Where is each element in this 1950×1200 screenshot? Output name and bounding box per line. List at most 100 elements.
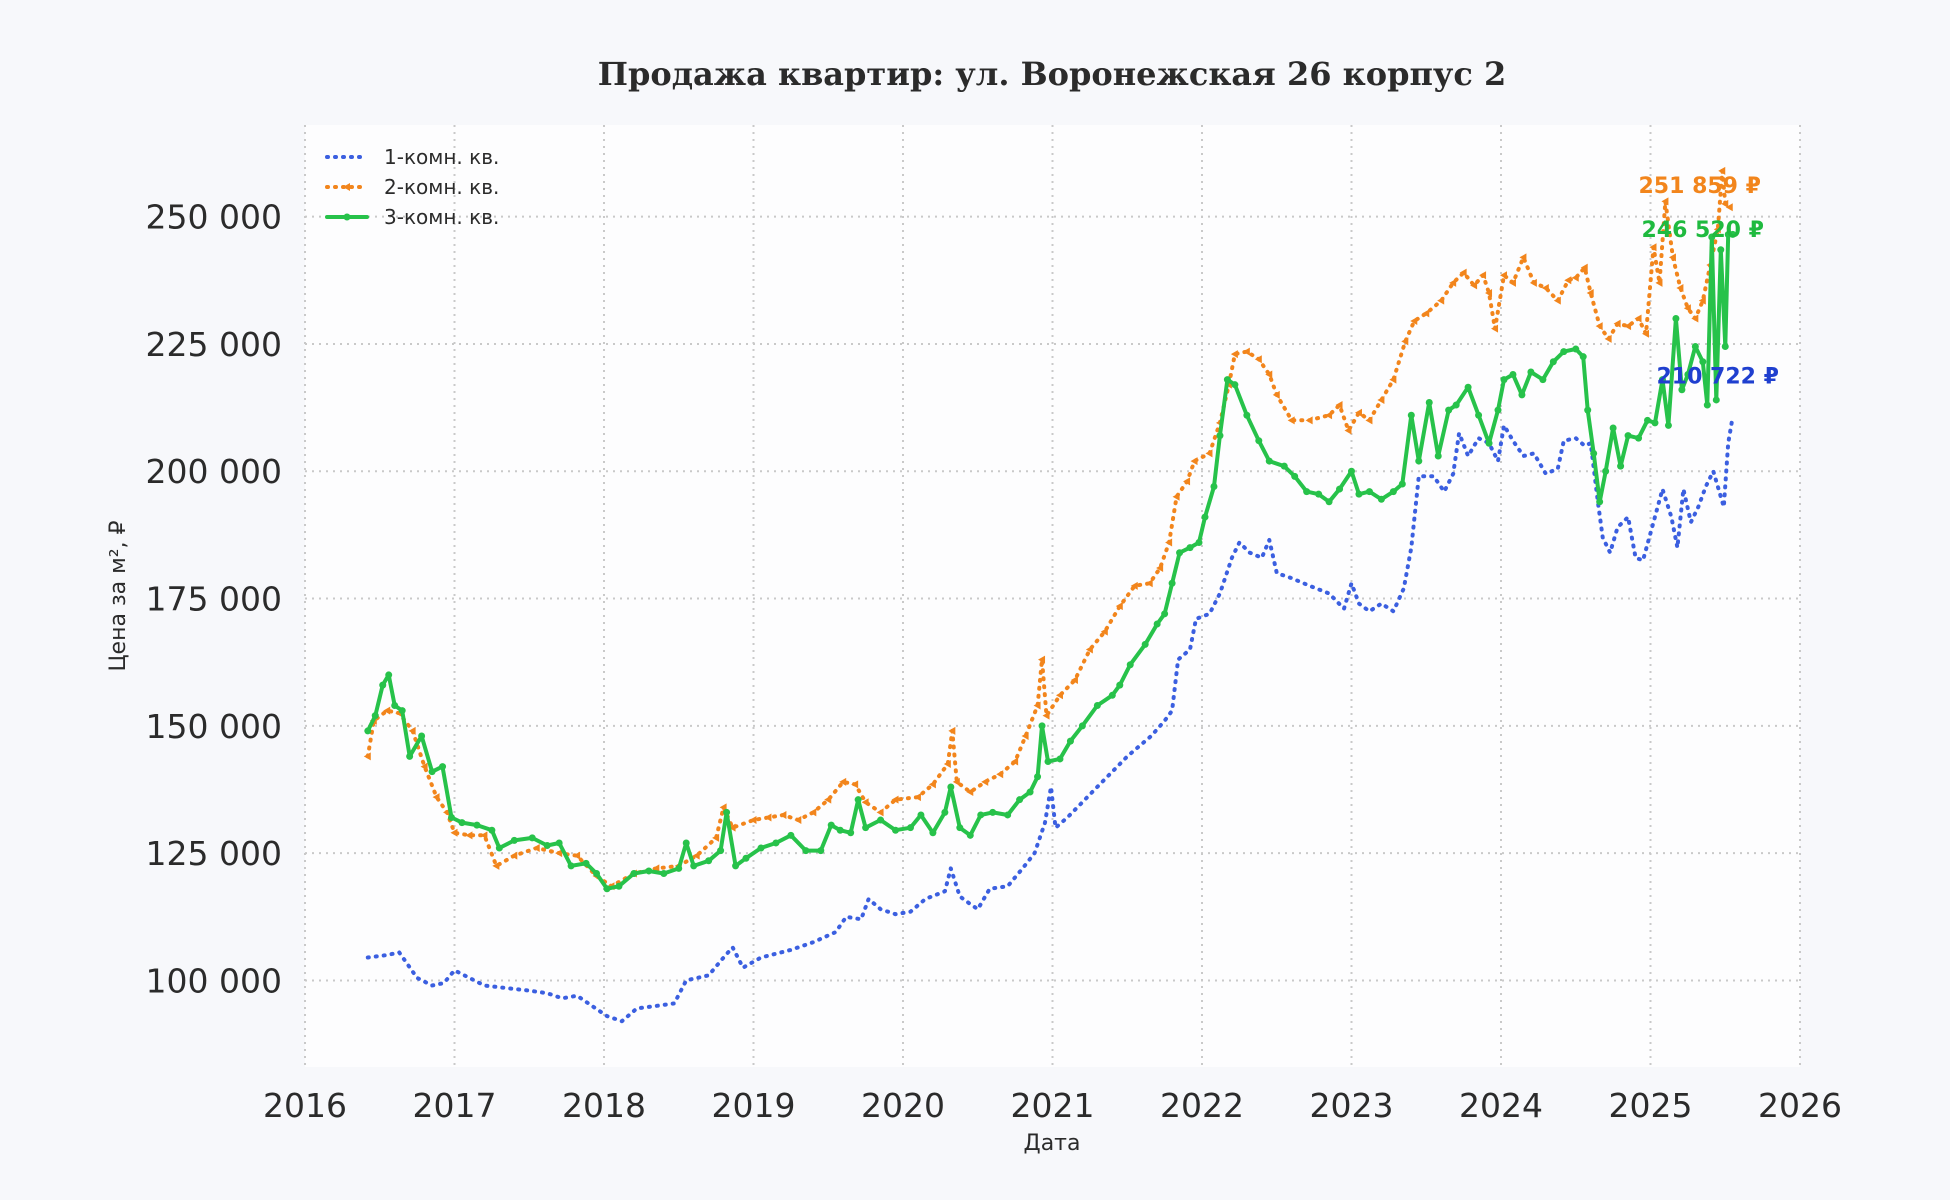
data-point — [966, 788, 974, 797]
x-tick-label: 2023 — [1310, 1086, 1394, 1125]
data-point — [1529, 278, 1537, 287]
data-point — [1130, 581, 1138, 590]
x-tick-label: 2025 — [1609, 1086, 1693, 1125]
data-point — [1145, 579, 1153, 588]
data-point — [719, 803, 727, 812]
data-point — [1205, 449, 1213, 458]
data-point — [1243, 411, 1251, 419]
data-point — [1183, 477, 1191, 486]
data-point — [1609, 424, 1617, 432]
data-point — [847, 829, 855, 837]
data-point — [1713, 225, 1721, 234]
data-point — [1571, 273, 1579, 282]
data-point — [383, 706, 391, 715]
y-tick-label: 100 000 — [146, 961, 282, 1000]
end-labels: 210 722 ₽ 251 859 ₽ 246 520 ₽ — [1638, 174, 1778, 390]
data-point — [1033, 701, 1041, 710]
data-point — [1624, 432, 1632, 440]
data-point — [1644, 416, 1652, 424]
data-point — [892, 826, 900, 834]
data-point — [906, 824, 914, 832]
data-point — [439, 763, 447, 771]
data-point — [1216, 432, 1224, 440]
data-point — [1708, 233, 1716, 241]
data-point — [1078, 722, 1086, 730]
data-point — [1683, 304, 1691, 313]
data-point — [418, 732, 426, 740]
data-point — [1595, 322, 1603, 331]
data-point — [1280, 462, 1288, 470]
data-point — [398, 707, 406, 715]
data-point — [1004, 811, 1012, 819]
data-point — [1564, 276, 1572, 285]
data-point — [851, 780, 859, 789]
data-point — [1377, 395, 1385, 404]
data-point — [839, 777, 847, 786]
data-point — [779, 810, 787, 819]
data-point — [1325, 411, 1333, 420]
data-point — [473, 821, 481, 829]
data-point — [582, 859, 590, 867]
data-point — [428, 768, 436, 776]
data-point — [1223, 376, 1231, 384]
data-point — [406, 752, 414, 760]
data-point — [1422, 309, 1430, 318]
data-point — [1115, 602, 1123, 611]
data-point — [928, 780, 936, 789]
data-point — [794, 816, 802, 825]
data-point — [996, 770, 1004, 779]
data-point — [1365, 488, 1373, 496]
data-point — [1691, 314, 1699, 323]
data-point — [1056, 755, 1064, 763]
data-point — [1425, 399, 1433, 407]
data-point — [1676, 283, 1684, 292]
data-point — [1691, 342, 1699, 350]
data-point — [555, 839, 563, 847]
data-point — [1703, 401, 1711, 409]
legend-marker — [343, 213, 351, 221]
data-point — [1584, 406, 1592, 414]
x-axis-label: Дата — [1024, 1131, 1081, 1156]
end-label-series-3: 246 520 ₽ — [1641, 218, 1763, 243]
data-point — [675, 864, 683, 872]
data-point — [1635, 434, 1643, 442]
data-point — [1265, 370, 1273, 379]
data-point — [948, 726, 956, 735]
data-point — [1518, 391, 1526, 399]
data-point — [1684, 371, 1692, 379]
data-point — [645, 867, 653, 875]
data-point — [492, 861, 500, 870]
ticks: 2016 2017 2018 2019 2020 2021 2022 2023 2024 2025… — [146, 198, 1842, 1125]
data-point — [1201, 513, 1209, 521]
data-point — [371, 712, 379, 720]
data-point — [1055, 691, 1063, 700]
data-point — [1165, 538, 1173, 547]
data-point — [1325, 498, 1333, 506]
data-point — [458, 819, 466, 827]
data-point — [682, 839, 690, 847]
data-point — [1407, 411, 1415, 419]
legend-marker — [343, 183, 350, 191]
x-tick-label: 2020 — [861, 1086, 945, 1125]
data-point — [1034, 773, 1042, 781]
data-point — [1038, 722, 1046, 730]
data-point — [817, 847, 825, 855]
data-point — [1459, 268, 1467, 277]
x-tick-label: 2026 — [1758, 1086, 1842, 1125]
data-point — [981, 777, 989, 786]
data-point — [385, 671, 393, 679]
data-point — [854, 796, 862, 804]
chart-title: Продажа квартир: ул. Воронежская 26 корп… — [598, 55, 1506, 93]
data-point — [408, 726, 416, 735]
x-tick-label: 2017 — [413, 1086, 497, 1125]
data-point — [1470, 281, 1478, 290]
data-point — [1168, 579, 1176, 587]
x-tick-label: 2021 — [1011, 1086, 1095, 1125]
data-point — [943, 760, 951, 769]
data-point — [1721, 199, 1729, 208]
y-tick-label: 125 000 — [146, 834, 282, 873]
data-point — [1016, 796, 1024, 804]
end-label-series-2: 251 859 ₽ — [1638, 174, 1760, 199]
data-point — [448, 813, 456, 821]
